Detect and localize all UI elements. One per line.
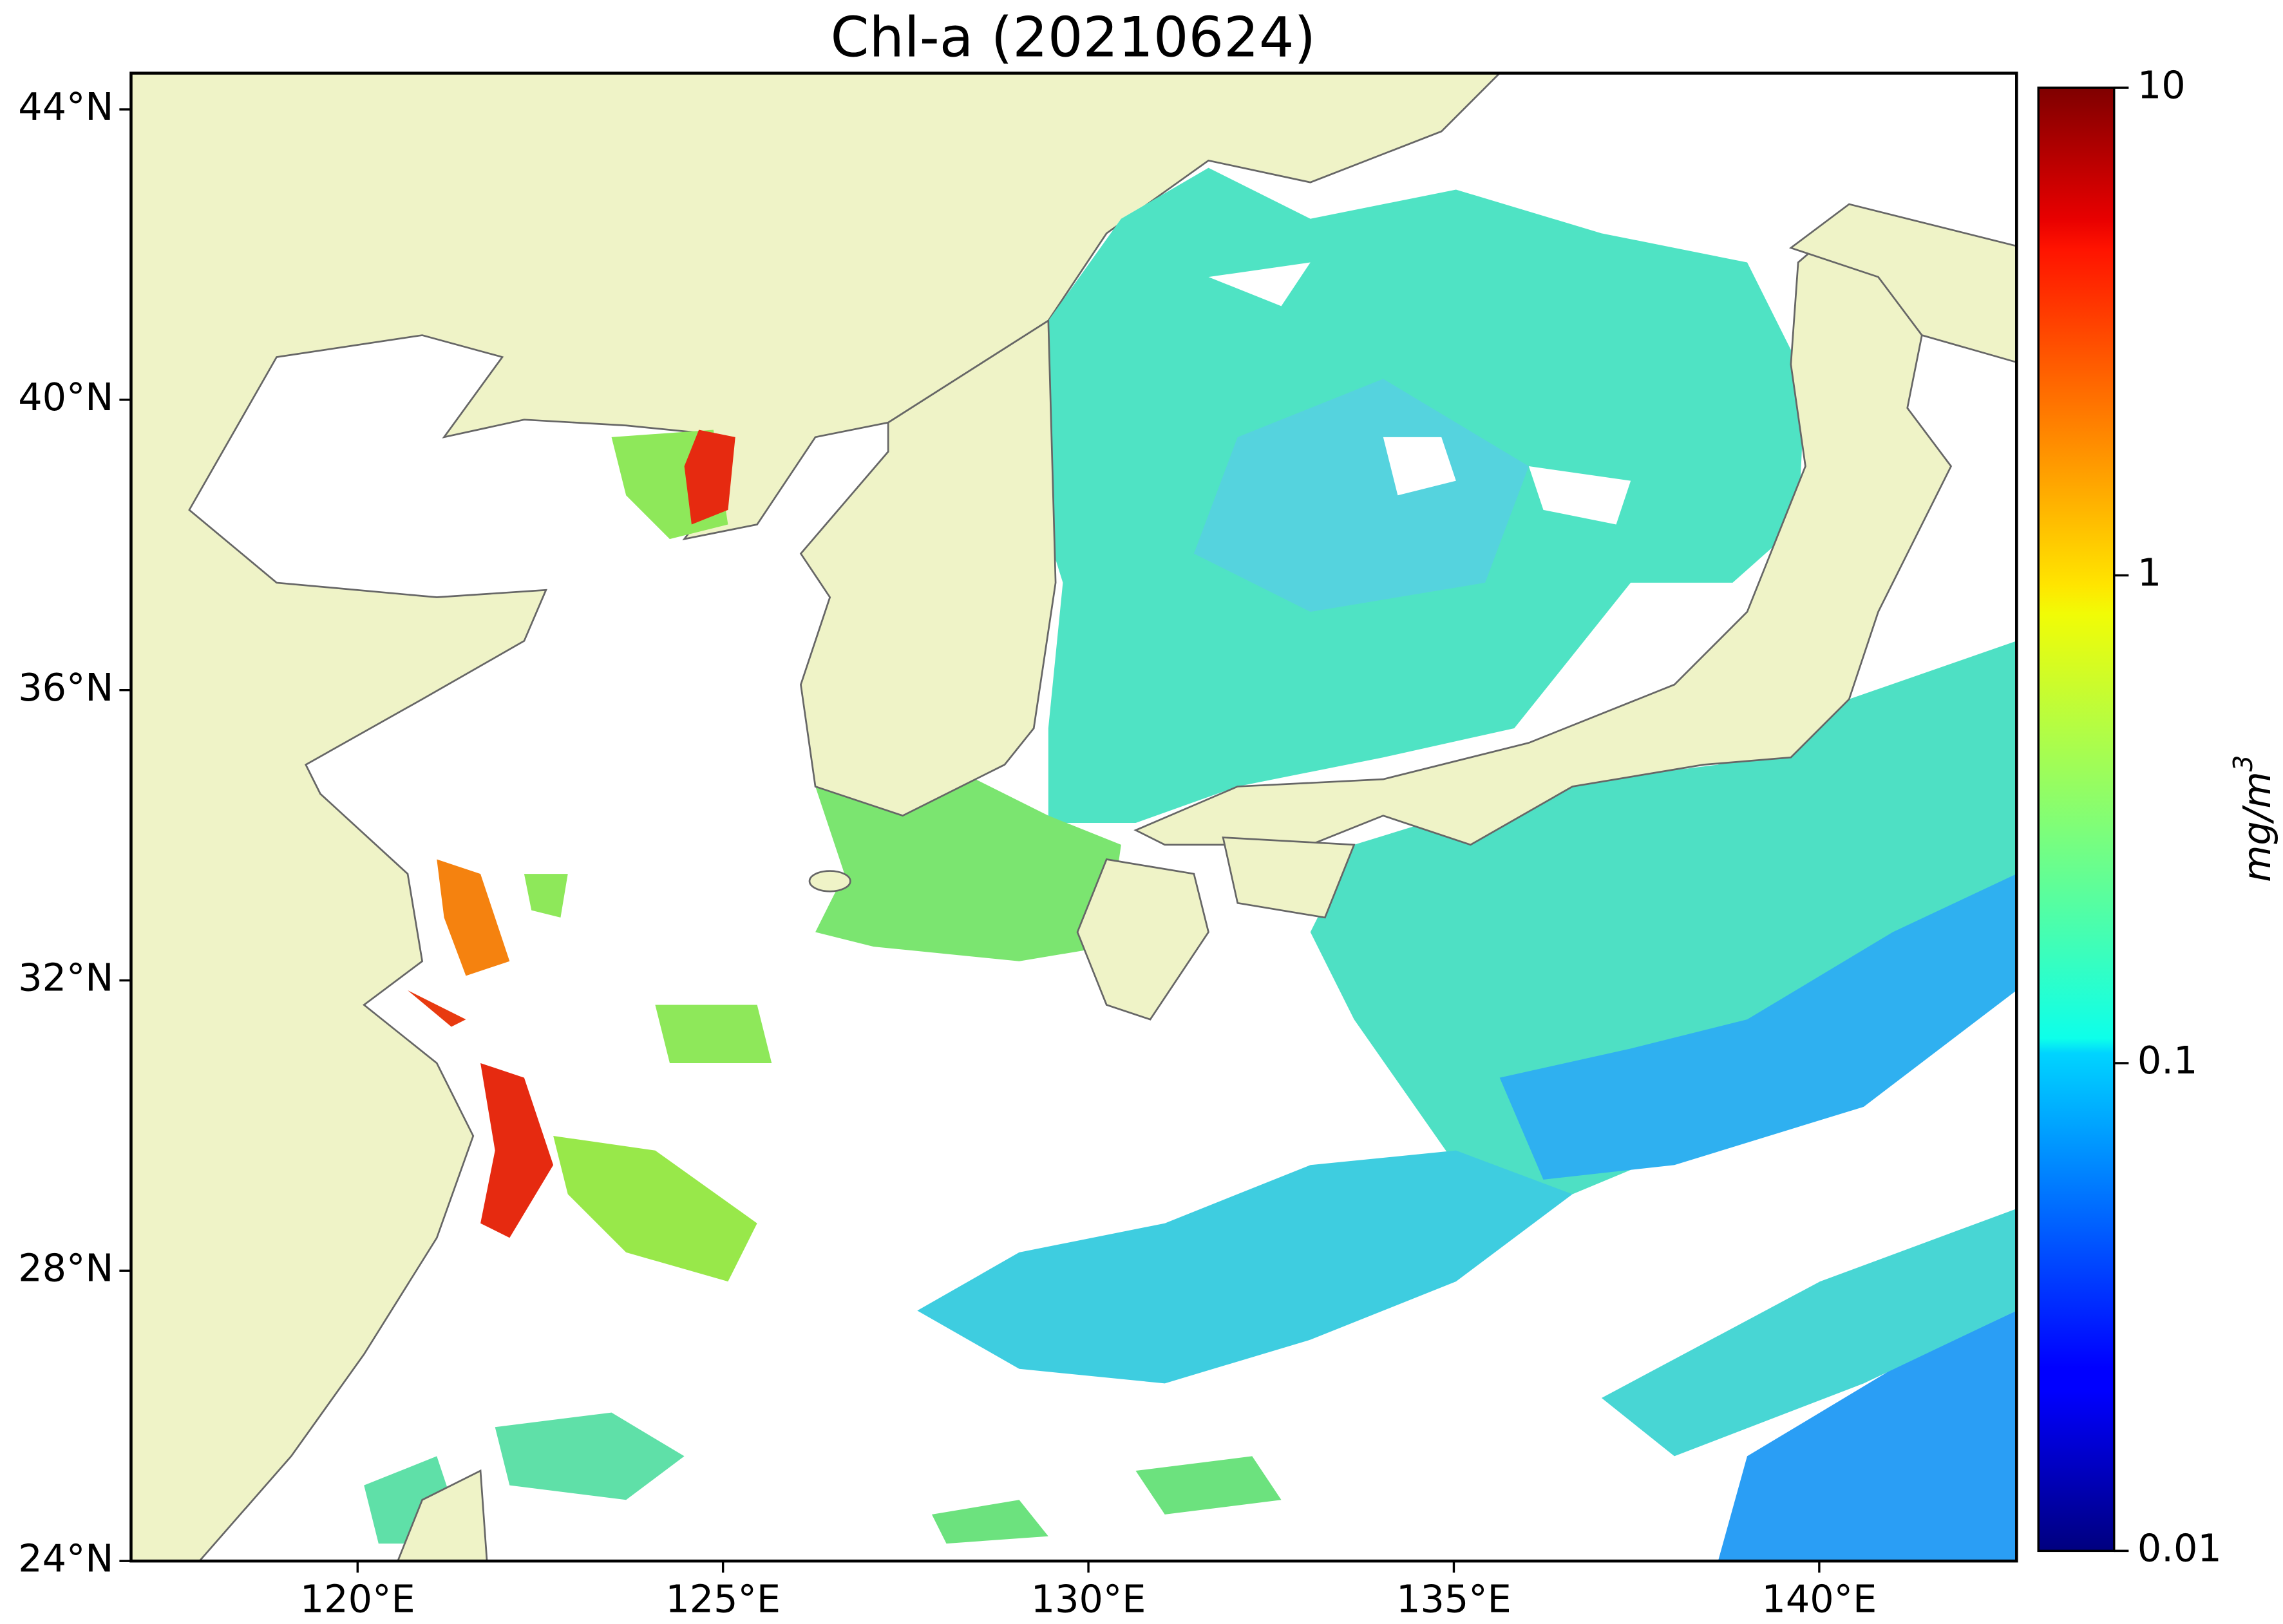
y-tick-label: 44°N — [18, 84, 113, 129]
y-tick-label: 36°N — [18, 665, 113, 710]
colorbar-label-text: mg/m — [2235, 771, 2279, 882]
hokkaido — [1788, 203, 2017, 363]
colorbar-tick-label: 0.01 — [2137, 1525, 2222, 1570]
honshu — [1133, 217, 1953, 846]
colorbar-tick-label: 10 — [2137, 62, 2186, 107]
colorbar-tick-label: 1 — [2137, 551, 2161, 595]
shikoku — [1222, 836, 1356, 919]
map — [131, 73, 2017, 1562]
x-tick-label: 130°E — [1031, 1577, 1146, 1621]
colorbar-label: mg/m3 — [2228, 755, 2279, 882]
colorbar-label-superscript: 3 — [2228, 755, 2259, 771]
y-tick-label: 32°N — [18, 956, 113, 1000]
x-tick-label: 140°E — [1762, 1577, 1877, 1621]
y-tick-label: 24°N — [18, 1536, 113, 1580]
jeju — [808, 870, 851, 892]
colorbar — [2037, 86, 2116, 1553]
y-tick-label: 28°N — [18, 1245, 113, 1290]
chart-title: Chl-a (20210624) — [830, 5, 1316, 70]
y-tick-label: 40°N — [18, 375, 113, 419]
kyushu — [1076, 858, 1209, 1021]
taiwan — [397, 1469, 488, 1562]
colorbar-tick-label: 0.1 — [2137, 1038, 2197, 1082]
x-tick-label: 135°E — [1396, 1577, 1511, 1621]
plot-frame — [129, 71, 2018, 1563]
x-tick-label: 125°E — [665, 1577, 781, 1621]
x-tick-label: 120°E — [300, 1577, 415, 1621]
korea — [799, 319, 1057, 817]
